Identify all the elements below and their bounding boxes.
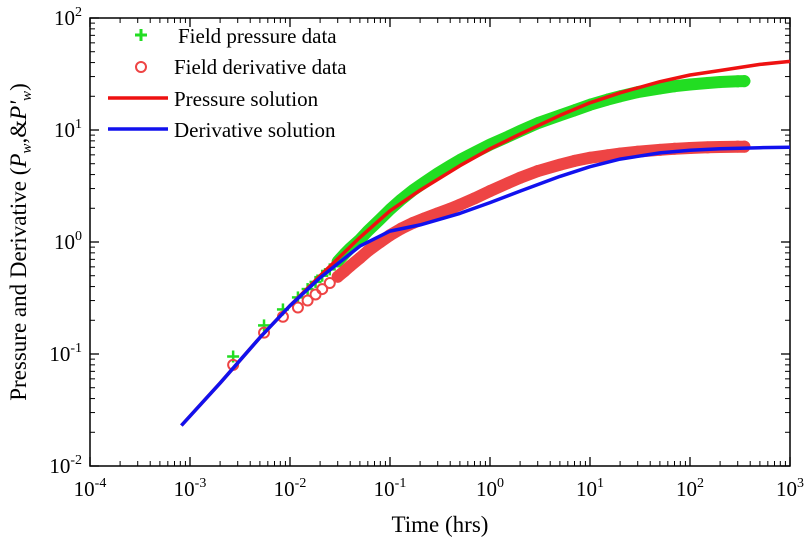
y-tick-label: 100	[54, 229, 82, 254]
field-derivative-point	[316, 283, 329, 296]
x-tick-label: 10-4	[74, 476, 107, 501]
x-tick-label: 101	[576, 476, 604, 501]
y-axis-title: Pressure and Derivative (Pw,&P'w)	[6, 83, 35, 401]
field-derivative-point	[291, 301, 304, 314]
pressure-solution-line	[180, 59, 791, 427]
field-derivative-point	[301, 294, 314, 307]
axis-ticks	[89, 17, 791, 467]
y-tick-label: 10-1	[49, 341, 82, 366]
field-derivative-points	[227, 140, 751, 371]
field-derivative-point	[258, 326, 271, 339]
x-tick-label: 10-1	[374, 476, 407, 501]
x-tick-label: 103	[776, 476, 804, 501]
legend-label-derivative-solution: Derivative solution	[174, 118, 336, 142]
legend-marker-field-derivative	[135, 61, 147, 73]
legend-label-field-derivative: Field derivative data	[174, 55, 347, 79]
x-tick-labels: 10-4 10-3 10-2 10-1 100 101 102 103	[74, 476, 804, 501]
x-axis-title: Time (hrs)	[392, 512, 489, 537]
legend: Field pressure data Field derivative dat…	[108, 24, 347, 142]
field-derivative-point	[323, 277, 336, 290]
solution-lines	[180, 59, 791, 427]
legend-label-pressure-solution: Pressure solution	[174, 87, 319, 111]
legend-label-field-pressure: Field pressure data	[178, 24, 337, 48]
x-tick-label: 102	[676, 476, 704, 501]
field-derivative-point	[309, 288, 322, 301]
x-tick-label: 100	[476, 476, 504, 501]
y-tick-label: 10-2	[49, 453, 82, 478]
derivative-solution-line	[180, 145, 791, 427]
y-tick-label: 102	[54, 5, 82, 30]
field-derivative-band	[331, 140, 751, 283]
x-tick-label: 10-2	[274, 476, 307, 501]
legend-marker-field-pressure	[135, 29, 147, 41]
y-tick-label: 101	[54, 117, 82, 142]
y-tick-labels: 10-2 10-1 100 101 102	[49, 5, 82, 478]
field-pressure-point	[258, 319, 271, 332]
x-tick-label: 10-3	[174, 476, 207, 501]
